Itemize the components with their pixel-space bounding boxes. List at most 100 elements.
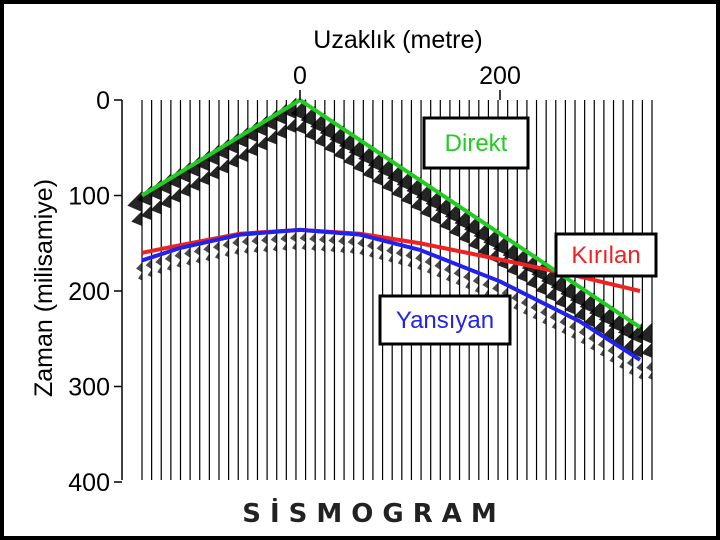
y-axis-title: Zaman (milisamiye): [30, 179, 58, 397]
direct-wavelet: [329, 124, 345, 161]
direct-wavelet: [377, 156, 393, 193]
reflected-wavelet: [184, 247, 191, 266]
reflected-wavelet: [530, 301, 537, 320]
direct-wavelet: [560, 278, 576, 315]
direct-wavelet: [608, 311, 624, 347]
y-tick-label: 200: [68, 278, 110, 306]
reflected-wavelet: [405, 249, 412, 268]
reflected-wavelet: [193, 245, 200, 264]
reflected-wavelet: [174, 249, 181, 268]
reflected-arrival-line: [141, 227, 642, 362]
reflected-wavelet: [376, 242, 383, 261]
y-tick-label: 400: [68, 469, 110, 497]
y-tick-label: 0: [96, 87, 110, 115]
direct-wavelet: [387, 163, 403, 199]
x-axis-title: Uzaklık (metre): [313, 26, 482, 54]
reflected-wavelet: [299, 232, 306, 251]
direct-wavelet: [579, 291, 595, 328]
reflected-wavelet: [578, 326, 585, 345]
reflected-wavelet: [646, 361, 652, 380]
direct-wavelet: [550, 272, 567, 309]
reflected-wavelet: [232, 237, 239, 256]
y-tick-label: 100: [68, 183, 110, 211]
direct-wavelet: [541, 266, 557, 302]
reflected-wavelet: [482, 278, 489, 297]
direct-wavelet: [300, 105, 316, 141]
direct-wavelet: [348, 137, 365, 173]
reflected-label: Yansıyan: [396, 307, 494, 334]
reflected-wavelet: [241, 236, 248, 255]
refracted-label-box: Kırılan: [554, 232, 658, 278]
direct-wavelet: [618, 317, 634, 354]
arrival-wavelets: [127, 97, 653, 380]
direct-wavelet: [396, 169, 413, 206]
direct-wavelet: [435, 195, 451, 231]
reflected-wavelet: [569, 321, 576, 340]
direct-wavelet: [358, 143, 374, 180]
reflected-wavelet: [540, 306, 547, 325]
reflected-wavelet: [395, 247, 402, 266]
reflected-wavelet: [472, 275, 479, 294]
y-tick-label: 300: [68, 374, 110, 402]
reflected-wavelet: [318, 233, 325, 252]
direct-wavelet: [310, 111, 326, 148]
reflected-wavelet: [415, 252, 422, 271]
reflected-wavelet: [386, 244, 393, 263]
reflected-wavelet: [511, 292, 518, 311]
reflected-wavelet: [357, 237, 364, 256]
reflected-wavelet: [309, 233, 316, 252]
direct-wavelet: [367, 150, 384, 186]
direct-wavelet: [473, 220, 490, 257]
reflected-wavelet: [328, 234, 335, 253]
direct-wavelet: [338, 130, 355, 167]
reflected-wavelet: [289, 232, 296, 251]
reflected-wavelet: [559, 316, 566, 335]
reflected-wavelet: [280, 232, 287, 251]
x-tick-label: 0: [293, 62, 307, 90]
reflected-wavelet: [155, 256, 162, 275]
reflected-wavelet: [203, 243, 210, 262]
reflected-wavelet: [597, 338, 604, 357]
figure-caption: SİSMOGRAM: [242, 497, 505, 529]
reflected-wavelet: [549, 311, 556, 330]
seismogram-figure: 0 100 200 300 400 0 200 Uzaklık (metre) Zaman…: [30, 26, 658, 529]
direct-wavelet: [483, 227, 499, 263]
direct-label-box: Direkt: [422, 116, 530, 170]
reflected-wavelet: [453, 267, 460, 286]
direct-wavelet: [627, 322, 644, 358]
reflected-wavelet: [212, 241, 219, 260]
reflected-wavelet: [424, 256, 431, 275]
direct-wavelet: [127, 190, 143, 227]
y-axis-ticks: 0 100 200 300 400: [68, 87, 122, 497]
reflected-wavelet: [636, 361, 643, 380]
direct-wavelet: [598, 304, 615, 341]
direct-wavelet: [425, 188, 442, 225]
reflected-wavelet: [434, 259, 441, 278]
direct-wavelet: [406, 175, 422, 212]
x-axis-ticks: 0 200: [293, 62, 521, 100]
refracted-label: Kırılan: [571, 242, 640, 269]
reflected-wavelet: [251, 235, 258, 254]
reflected-wavelet: [136, 262, 142, 281]
direct-wavelet: [502, 240, 518, 276]
direct-wavelet: [415, 182, 432, 218]
reflected-wavelet: [588, 332, 595, 351]
direct-wavelet: [637, 322, 653, 358]
reflected-wavelet: [617, 351, 624, 370]
direct-wavelet: [319, 118, 336, 154]
figure-frame: 0 100 200 300 400 0 200 Uzaklık (metre) Zaman…: [4, 4, 716, 536]
reflected-wavelet: [347, 236, 354, 255]
reflected-wavelet: [164, 253, 171, 272]
direct-wavelet: [444, 201, 461, 238]
direct-wavelet: [464, 214, 480, 251]
reflected-wavelet: [443, 263, 450, 282]
reflected-label-box: Yansıyan: [378, 294, 512, 346]
reflected-wavelet: [145, 259, 152, 278]
reflected-wavelet: [607, 344, 614, 363]
reflected-wavelet: [261, 234, 268, 253]
direct-label: Direkt: [445, 130, 508, 157]
reflected-wavelet: [270, 233, 277, 252]
reflected-wavelet: [463, 271, 470, 290]
reflected-wavelet: [338, 235, 345, 254]
reflected-wavelet: [520, 296, 527, 315]
